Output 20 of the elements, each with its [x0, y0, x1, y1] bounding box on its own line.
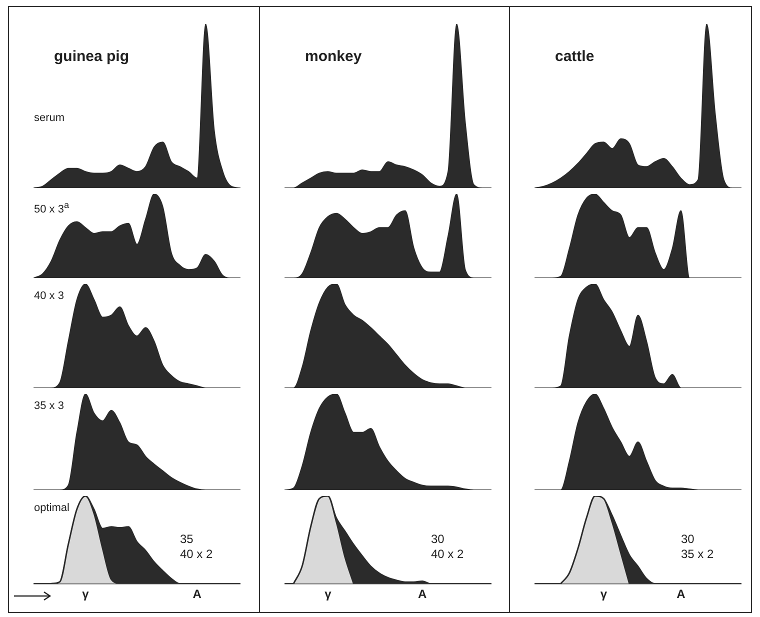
x-tick-label: γ — [324, 587, 332, 602]
annotation: 30 — [681, 532, 694, 547]
x-tick-label: A — [192, 587, 202, 602]
text: 50 x 3$^{a}$ — [34, 200, 70, 216]
annotation: 35 x 2 — [681, 547, 714, 562]
text: guinea pig — [54, 48, 129, 65]
text: optimal — [34, 502, 70, 514]
annotation: 40 x 2 — [431, 547, 464, 562]
x-tick-label: A — [418, 587, 427, 602]
x-tick-label: A — [676, 587, 686, 602]
annotation: 35 — [180, 532, 194, 547]
text: monkey — [305, 48, 362, 65]
x-tick-label: γ — [82, 587, 90, 602]
x-tick-label: γ — [600, 587, 608, 602]
text: 40 x 3 — [34, 290, 64, 302]
text: serum — [34, 112, 65, 124]
annotation: 30 — [431, 532, 444, 547]
text: cattle — [555, 48, 594, 65]
annotation: 40 x 2 — [180, 547, 213, 562]
text: 35 x 3 — [34, 400, 64, 412]
